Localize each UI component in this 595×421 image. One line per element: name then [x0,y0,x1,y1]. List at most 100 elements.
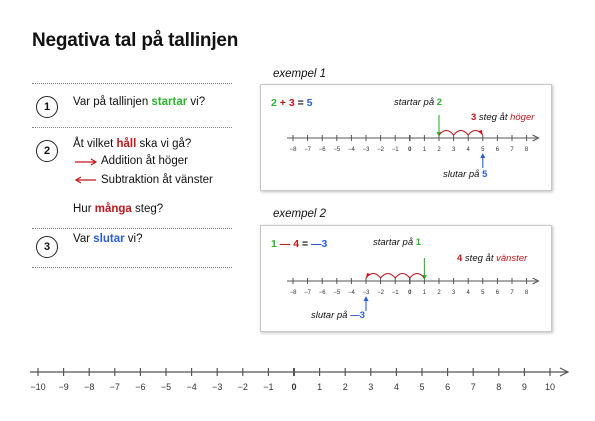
tick-label: 1 [423,290,427,296]
ex2-steps-text: steg åt [462,253,497,264]
addition-label: Addition åt höger [101,155,188,167]
hop-arc [380,272,396,279]
tick-label: 1 [423,147,427,153]
divider [32,228,232,229]
eq1-term-a: 2 [271,97,277,109]
tick-label: 0 [408,147,412,153]
eq2-term-a: 1 [271,238,277,250]
left-arrow-icon [75,176,96,184]
tick-label: −7 [304,147,312,153]
tick-label: 6 [445,382,450,392]
axis-arrowhead [532,134,540,142]
divider [32,267,232,268]
how-many-highlight: många [94,203,132,215]
step-1-text-a: Var på tallinjen [73,96,152,108]
tick-label: −7 [304,290,312,296]
tick-label: −4 [348,290,356,296]
step-3-highlight: slutar [93,233,125,245]
ex1-start-num: 2 [436,97,443,108]
tick-label: −8 [84,382,94,392]
tick-label: 7 [510,290,514,296]
tick-label: 4 [394,382,399,392]
example-1-equation: 2 + 3 = 5 [271,97,313,109]
ex1-steps-dir: höger [510,112,535,123]
tick-label: 8 [525,290,529,296]
example-2-steps-note: 4 steg åt vänster [457,253,527,264]
eq1-result: 5 [306,97,313,109]
tick-label: −7 [110,382,120,392]
end-arrowhead [480,153,486,158]
tick-label: −1 [263,382,273,392]
how-many-text-b: steg? [131,203,164,215]
tick-label: 8 [496,382,501,392]
step-1-question: Var på tallinjen startar vi? [73,96,205,108]
tick-label: 5 [481,290,485,296]
tick-label: −2 [238,382,248,392]
ex1-end-num: 5 [482,169,488,180]
eq2-equals: = [301,238,309,250]
hop-arrowhead [366,273,370,278]
step-3-question: Var slutar vi? [73,233,142,245]
hop-arc [394,272,411,279]
tick-label: −5 [161,382,171,392]
tick-label: −4 [186,382,196,392]
tick-label: −10 [30,382,45,392]
tick-label: 0 [291,382,296,392]
tick-label: −3 [212,382,222,392]
tick-label: −8 [290,147,298,153]
tick-label: −2 [377,147,385,153]
example-1-steps-note: 3 steg åt höger [471,112,534,123]
example-1-end-note: slutar på 5 [443,169,487,180]
ex2-end-text: slutar på [311,310,351,321]
ex1-end-text: slutar på [443,169,483,180]
ex1-steps-text: steg åt [476,112,511,123]
hop-arc [409,272,425,279]
example-1-title: exempel 1 [273,68,327,80]
example-1-number-line: −8 −7 −6 −5 −4 −3 −2 −1 0 1 2 3 4 5 6 7 8 [287,115,540,168]
tick-label: 8 [525,147,529,153]
tick-label: 2 [437,147,441,153]
step-number-2: 2 [36,140,58,162]
step-2-text-a: Åt vilket [73,138,117,150]
right-arrow-icon [75,158,97,166]
tick-label: −3 [363,147,371,153]
subtraction-label: Subtraktion åt vänster [101,174,213,186]
tick-label: 2 [343,382,348,392]
tick-label: −6 [319,290,327,296]
ex2-steps-dir: vänster [496,253,528,264]
tick-label: 3 [452,147,456,153]
tick-label: 6 [496,290,500,296]
tick-label: 0 [408,290,412,296]
step-number-1: 1 [36,96,58,118]
divider [32,127,232,128]
tick-label: −5 [333,290,341,296]
hop-arrowhead [478,130,483,135]
tick-label: −9 [58,382,68,392]
eq1-equals: = [297,97,304,109]
tick-label: 7 [510,147,514,153]
tick-label: 6 [496,147,500,153]
eq1-term-b: 3 [288,97,295,109]
eq2-operator: — [279,238,291,250]
tick-label: 5 [419,382,424,392]
tick-label: 3 [368,382,373,392]
example-2-box: 1 — 4 = —3 startar på 1 4 steg åt vänste… [260,225,552,332]
ex2-end-num: —3 [350,310,365,321]
tick-label: 2 [437,290,441,296]
ex2-start-text: startar på [373,237,416,248]
example-2-number-line: −8 −7 −6 −5 −4 −3 −2 −1 0 1 2 3 4 5 6 7 8 [287,258,540,311]
axis-arrowhead [559,367,570,377]
tick-label: −4 [348,147,356,153]
ex1-start-text: startar på [394,97,437,108]
eq2-term-b: 4 [293,238,300,250]
example-1-box: 2 + 3 = 5 startar på 2 3 steg åt höger −… [260,84,552,191]
step-2-highlight: håll [116,138,137,150]
example-2-end-note: slutar på —3 [311,310,365,321]
tick-label: −1 [392,147,400,153]
step-3-text-a: Var [73,233,94,245]
step-3-text-b: vi? [124,233,143,245]
ex2-start-num: 1 [415,237,422,248]
example-2-equation: 1 — 4 = —3 [271,238,327,250]
example-2-start-note: startar på 1 [373,237,421,248]
tick-label: −1 [392,290,400,296]
